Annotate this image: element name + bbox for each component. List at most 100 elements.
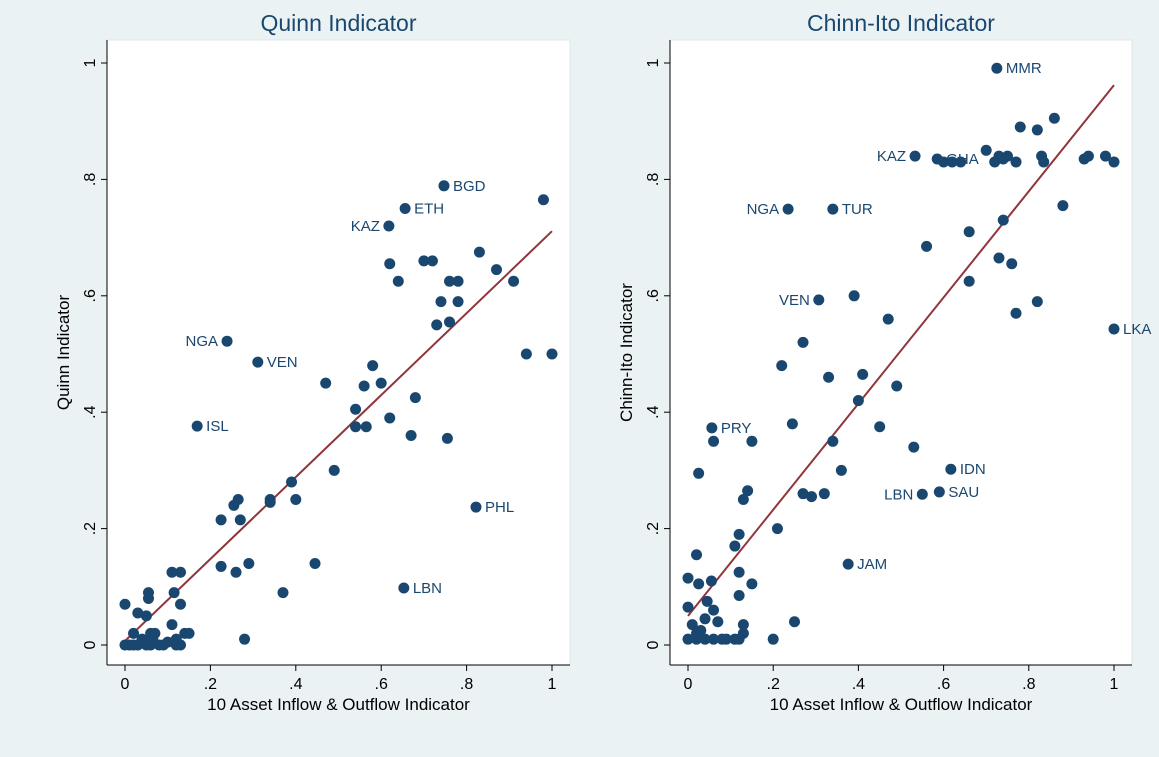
point [716, 633, 728, 645]
point [823, 371, 835, 383]
point [818, 488, 830, 500]
point [742, 485, 754, 497]
point [708, 633, 720, 645]
point-label: PHL [485, 499, 514, 516]
point [191, 420, 203, 432]
point [175, 566, 187, 578]
point [383, 220, 395, 232]
point [848, 290, 860, 302]
point [955, 156, 967, 168]
point [695, 624, 707, 636]
point [239, 633, 251, 645]
point [767, 633, 779, 645]
point [136, 633, 148, 645]
point [682, 572, 694, 584]
point [737, 627, 749, 639]
point [797, 488, 809, 500]
point [183, 627, 195, 639]
point [737, 619, 749, 631]
point [441, 432, 453, 444]
point [699, 613, 711, 625]
point [1010, 307, 1022, 319]
point [1002, 150, 1013, 162]
point [490, 264, 502, 276]
point [746, 435, 758, 447]
point [142, 592, 154, 604]
x-tick-label: .6 [375, 676, 388, 693]
point-label: LBN [884, 486, 913, 503]
x-tick-label: 0 [121, 676, 130, 693]
point [309, 558, 321, 570]
point [405, 429, 417, 441]
point-label: ETH [414, 201, 444, 218]
point [230, 566, 242, 578]
point-label: MMR [1006, 60, 1042, 77]
point [691, 549, 703, 561]
point [243, 558, 255, 570]
plot-area [669, 39, 1133, 666]
point [168, 587, 180, 599]
point [746, 578, 758, 590]
y-axis-label: Quinn Indicator [54, 295, 73, 411]
point [699, 633, 711, 645]
point [733, 590, 745, 602]
point [916, 488, 928, 500]
point [827, 435, 839, 447]
point [384, 412, 396, 424]
point [686, 619, 698, 631]
point [1099, 150, 1111, 162]
point [980, 144, 992, 156]
point [891, 380, 903, 392]
x-axis-label: 10 Asset Inflow & Outflow Indicator [207, 695, 470, 714]
point [1038, 156, 1050, 168]
point-label: ISL [206, 418, 229, 435]
point [963, 275, 975, 287]
point [857, 368, 869, 380]
point [520, 348, 532, 360]
point [166, 566, 178, 578]
point [438, 180, 450, 192]
point [708, 435, 720, 447]
point-label: LBN [413, 580, 442, 597]
point [392, 275, 404, 287]
x-tick-label: .8 [460, 676, 473, 693]
point [771, 523, 783, 535]
point [175, 598, 187, 610]
point [733, 566, 745, 578]
x-tick-label: 1 [548, 676, 557, 693]
point [508, 275, 520, 287]
point [264, 496, 276, 508]
point [234, 514, 246, 526]
x-axis-label: 10 Asset Inflow & Outflow Indicator [770, 695, 1033, 714]
y-tick-label: 1 [645, 58, 662, 67]
point [963, 226, 975, 238]
y-tick-label: 1 [82, 58, 99, 67]
point [682, 633, 694, 645]
point [693, 578, 705, 590]
point [431, 319, 443, 331]
y-tick-label: .2 [82, 522, 99, 535]
point-label: IDN [960, 461, 986, 478]
point [147, 633, 159, 645]
point [252, 356, 264, 368]
x-tick-label: .2 [767, 676, 780, 693]
point [537, 194, 549, 206]
point [409, 392, 421, 404]
point [852, 395, 864, 407]
chart-title: Quinn Indicator [261, 10, 417, 36]
point [228, 499, 240, 511]
plot-area [106, 39, 571, 666]
point-label: SAU [948, 484, 979, 501]
point [215, 514, 227, 526]
point-label: TUR [842, 201, 873, 218]
point [221, 335, 233, 347]
point [358, 380, 370, 392]
point [827, 203, 839, 215]
point [286, 476, 298, 488]
point [426, 255, 438, 267]
point-label: VEN [779, 292, 810, 309]
point [938, 156, 950, 168]
y-tick-label: .4 [82, 405, 99, 418]
point [1031, 124, 1043, 136]
y-tick-label: 0 [645, 640, 662, 649]
